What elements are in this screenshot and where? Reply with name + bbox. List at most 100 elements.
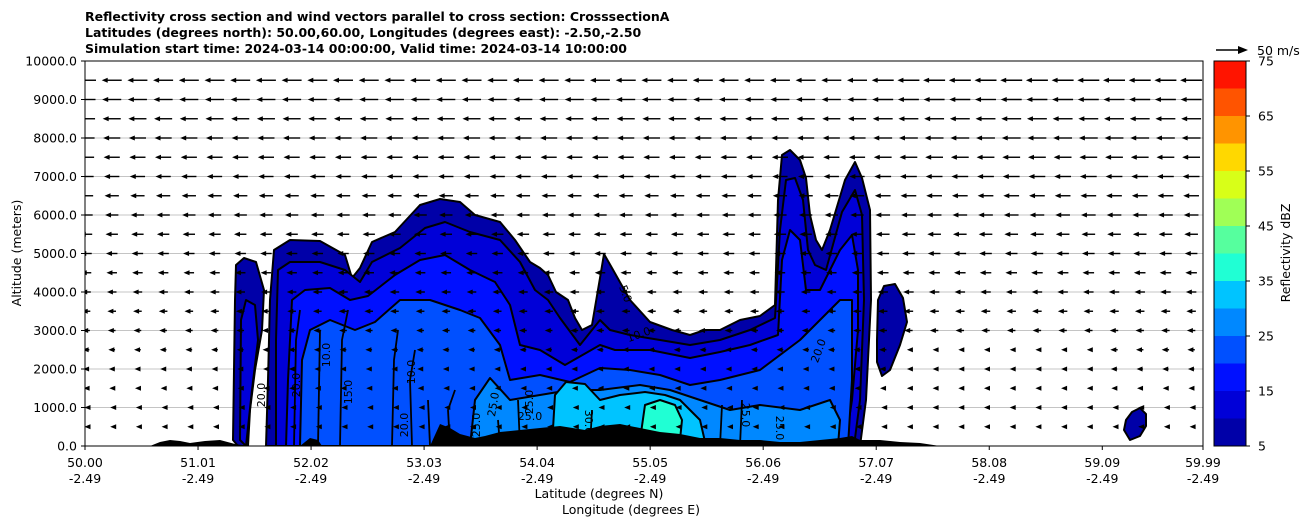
wind-vector-12-11 [361, 193, 376, 199]
wind-vector-10-35 [978, 231, 993, 237]
wind-vector-8-25-head [723, 270, 730, 276]
wind-vector-15-19-head [565, 135, 572, 141]
wind-vector-17-12-head [384, 97, 391, 102]
wind-key: 50 m/s [1216, 43, 1300, 58]
wind-vector-2-16 [494, 385, 501, 391]
wind-vector-6-29 [826, 308, 836, 314]
wind-vector-1-38-head [1061, 405, 1068, 410]
wind-vector-4-18 [545, 347, 552, 353]
wind-vector-12-17-head [515, 193, 522, 199]
wind-vector-6-15 [467, 308, 476, 314]
wind-vector-17-9 [307, 97, 327, 102]
wind-vector-15-17 [514, 135, 532, 141]
wind-vector-10-16 [490, 231, 504, 237]
colorbar-band-6 [1214, 253, 1246, 281]
wind-vector-2-10 [340, 385, 347, 391]
wind-vector-2-17-head [520, 385, 527, 391]
wind-vector-10-4 [182, 231, 196, 237]
wind-vector-2-22 [648, 385, 655, 391]
wind-vector-9-3 [157, 251, 169, 256]
wind-vector-1-25-head [727, 405, 733, 410]
wind-vector-6-3-head [158, 308, 165, 314]
wind-vector-16-23-head [668, 116, 675, 122]
wind-vector-7-43 [1185, 289, 1197, 295]
wind-vector-4-15-head [468, 347, 475, 353]
wind-vector-15-7 [257, 135, 275, 141]
wind-vector-12-24-head [695, 193, 702, 199]
wind-vector-7-36-head [1005, 289, 1012, 295]
wind-vector-17-31 [872, 97, 894, 102]
wind-vector-7-23 [672, 289, 682, 295]
wind-vector-0-23-head [675, 424, 682, 430]
wind-vector-1-31-head [881, 405, 888, 410]
wind-vector-5-32 [904, 328, 913, 333]
wind-vector-9-40-head [1107, 251, 1114, 256]
wind-vector-13-10-head [335, 174, 342, 179]
wind-vector-16-25 [719, 116, 738, 122]
wind-vector-16-19 [565, 116, 584, 122]
wind-vector-1-36-head [1009, 405, 1016, 410]
wind-vector-5-18-head [544, 328, 551, 333]
wind-vector-2-31-head [880, 385, 887, 391]
wind-vector-14-11 [360, 154, 377, 160]
wind-vector-8-17-head [517, 270, 524, 276]
wind-vector-16-24 [693, 116, 712, 122]
wind-vector-1-22 [649, 405, 656, 410]
y-axis-label: Altitude (meters) [9, 200, 24, 307]
wind-vector-5-24-head [698, 328, 705, 333]
wind-vector-15-3 [154, 135, 172, 141]
wind-vector-4-20-head [596, 347, 603, 353]
wind-vector-4-14 [442, 347, 450, 353]
wind-vector-10-3-head [156, 231, 163, 237]
wind-vector-10-22 [645, 231, 658, 237]
wind-vector-1-41-head [1138, 405, 1145, 410]
wind-vector-7-38 [1057, 289, 1068, 295]
wind-vector-0-24 [701, 424, 708, 430]
wind-vector-14-37 [1027, 154, 1046, 160]
wind-vector-0-19 [572, 424, 579, 430]
wind-vector-1-13-head [418, 405, 425, 410]
wind-vector-0-32-head [906, 424, 913, 430]
wind-vector-3-31-head [879, 366, 886, 372]
wind-vector-5-15 [467, 328, 476, 333]
wind-vector-3-30 [854, 366, 861, 372]
wind-vector-12-6 [233, 193, 248, 199]
wind-vector-12-23 [669, 193, 685, 199]
wind-vector-7-30-head [852, 289, 859, 295]
wind-vector-2-3 [160, 385, 167, 391]
wind-vector-15-8 [283, 135, 301, 141]
wind-vector-7-22 [646, 289, 657, 295]
wind-vector-1-14 [444, 405, 451, 410]
wind-vector-0-6-head [238, 424, 245, 430]
wind-vector-14-43 [1182, 154, 1201, 160]
wind-vector-7-29-head [826, 289, 833, 295]
wind-vector-15-30 [848, 135, 866, 141]
wind-vector-6-9-head [312, 308, 319, 314]
wind-vector-17-0 [85, 98, 96, 101]
wind-vector-2-34-head [958, 385, 965, 391]
wind-vector-6-37-head [1032, 308, 1039, 314]
wind-vector-2-24 [700, 385, 707, 391]
wind-vector-10-21 [619, 231, 632, 237]
wind-vector-16-42-head [1155, 116, 1162, 122]
wind-vector-2-27 [777, 385, 784, 391]
wind-vector-6-36-head [1006, 308, 1013, 314]
wind-vector-16-20-head [590, 116, 597, 122]
wind-vector-17-17 [513, 97, 533, 102]
colorbar-band-0 [1214, 418, 1246, 446]
wind-vector-0-37 [1035, 424, 1042, 430]
wind-vector-7-5 [209, 289, 220, 295]
wind-vector-15-33 [924, 135, 944, 141]
wind-vector-7-23-head [672, 289, 679, 295]
wind-vector-12-16 [490, 193, 505, 199]
wind-vector-0-11 [367, 424, 374, 430]
wind-vector-3-30-head [854, 366, 861, 372]
wind-vector-0-38-head [1061, 424, 1068, 430]
wind-vector-1-21-head [624, 405, 631, 410]
wind-vector-13-30-head [849, 174, 856, 179]
wind-vector-8-6 [234, 270, 246, 276]
x-tick-lon-1: -2.49 [182, 471, 214, 486]
wind-vector-6-25 [724, 308, 733, 314]
wind-vector-16-18 [539, 116, 558, 122]
wind-vector-11-18 [541, 212, 556, 218]
